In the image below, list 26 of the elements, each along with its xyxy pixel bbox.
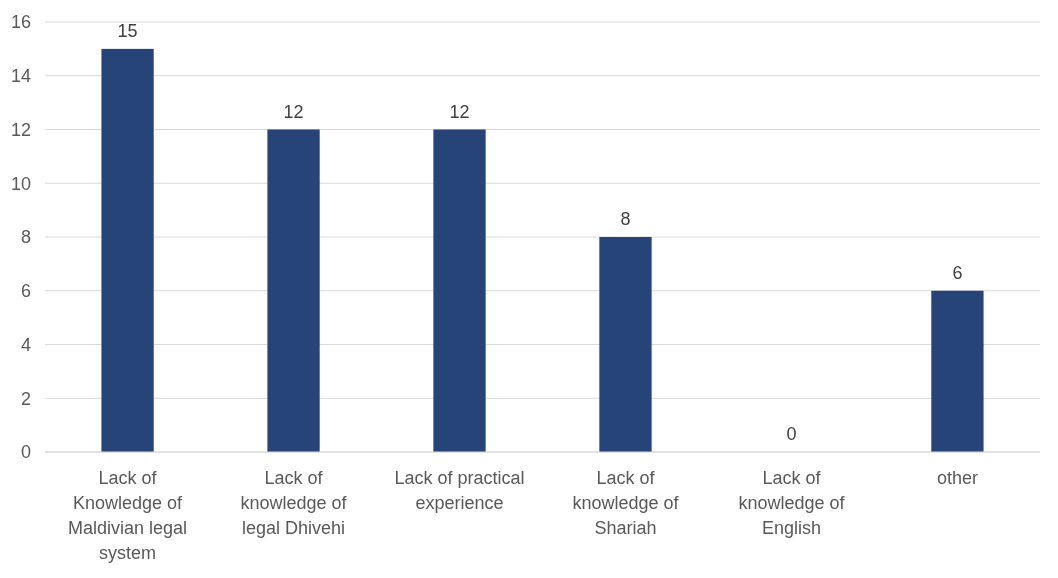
x-tick-label: Lack of knowledge of Shariah — [572, 468, 680, 538]
y-tick-label: 2 — [20, 388, 31, 409]
bar — [101, 48, 154, 452]
bar — [267, 129, 320, 452]
data-label: 12 — [449, 101, 470, 122]
x-tick-label: other — [936, 468, 978, 488]
y-tick-label: 16 — [10, 12, 31, 33]
bar — [433, 129, 486, 452]
y-tick-label: 12 — [10, 119, 31, 140]
x-tick-label: Lack of Knowledge of Maldivian legal system — [68, 468, 188, 563]
data-label: 15 — [117, 20, 138, 41]
y-tick-label: 0 — [20, 442, 31, 463]
y-tick-label: 10 — [10, 173, 31, 194]
y-tick-label: 4 — [20, 334, 31, 355]
y-tick-label: 6 — [20, 281, 31, 302]
bar — [599, 237, 652, 452]
bar — [931, 290, 984, 452]
y-tick-label: 8 — [20, 227, 31, 248]
data-label: 8 — [620, 209, 631, 229]
data-label: 6 — [952, 262, 963, 283]
data-label: 0 — [786, 424, 797, 444]
x-tick-label: Lack of knowledge of legal Dhivehi — [240, 468, 348, 538]
data-label: 12 — [283, 101, 304, 122]
y-tick-label: 14 — [10, 66, 31, 87]
x-tick-label: Lack of practical experience — [394, 468, 525, 513]
x-tick-label: Lack of knowledge of English — [738, 468, 846, 538]
